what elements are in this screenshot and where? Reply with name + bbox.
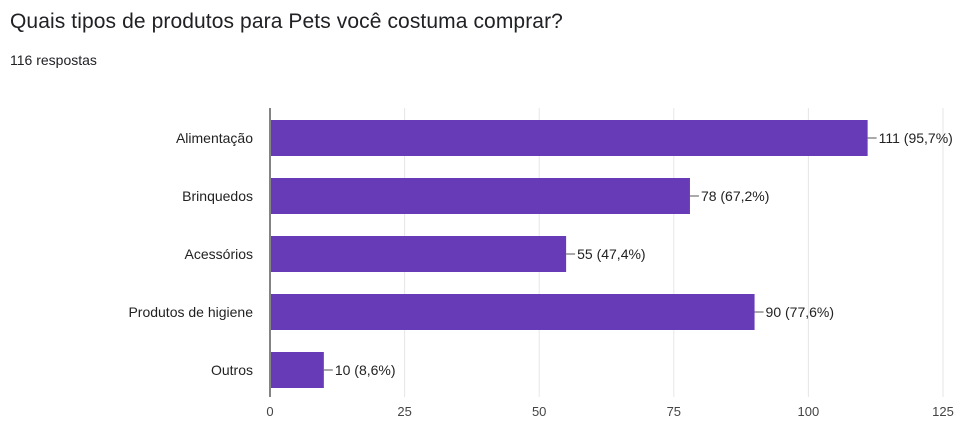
x-tick-label: 0: [266, 404, 273, 419]
category-label: Produtos de higiene: [128, 304, 253, 320]
category-label: Brinquedos: [182, 188, 253, 204]
data-label: 78 (67,2%): [701, 188, 769, 204]
bar: [271, 236, 567, 272]
category-label: Alimentação: [176, 130, 253, 146]
x-tick-label: 25: [397, 404, 411, 419]
bars-layer: [271, 120, 868, 388]
category-label: Acessórios: [185, 246, 253, 262]
question-title: Quais tipos de produtos para Pets você c…: [10, 10, 563, 33]
bar: [271, 294, 755, 330]
data-label: 111 (95,7%): [879, 130, 953, 146]
x-tick-label: 75: [667, 404, 681, 419]
x-tick-label: 125: [932, 404, 954, 419]
data-label: 90 (77,6%): [766, 304, 834, 320]
bar: [271, 178, 690, 214]
response-count: 116 respostas: [10, 52, 97, 68]
labels-layer: Alimentação 111 (95,7%) Brinquedos 78 (67,2…: [128, 130, 952, 378]
data-label: 55 (47,4%): [577, 246, 645, 262]
ticks-layer: 0 25 50 75 100 125: [266, 404, 953, 419]
x-tick-label: 50: [532, 404, 546, 419]
data-label: 10 (8,6%): [335, 362, 396, 378]
grid-layer: [269, 108, 944, 397]
bar: [271, 352, 324, 388]
bar: [271, 120, 868, 156]
category-label: Outros: [211, 362, 253, 378]
x-tick-label: 100: [798, 404, 820, 419]
